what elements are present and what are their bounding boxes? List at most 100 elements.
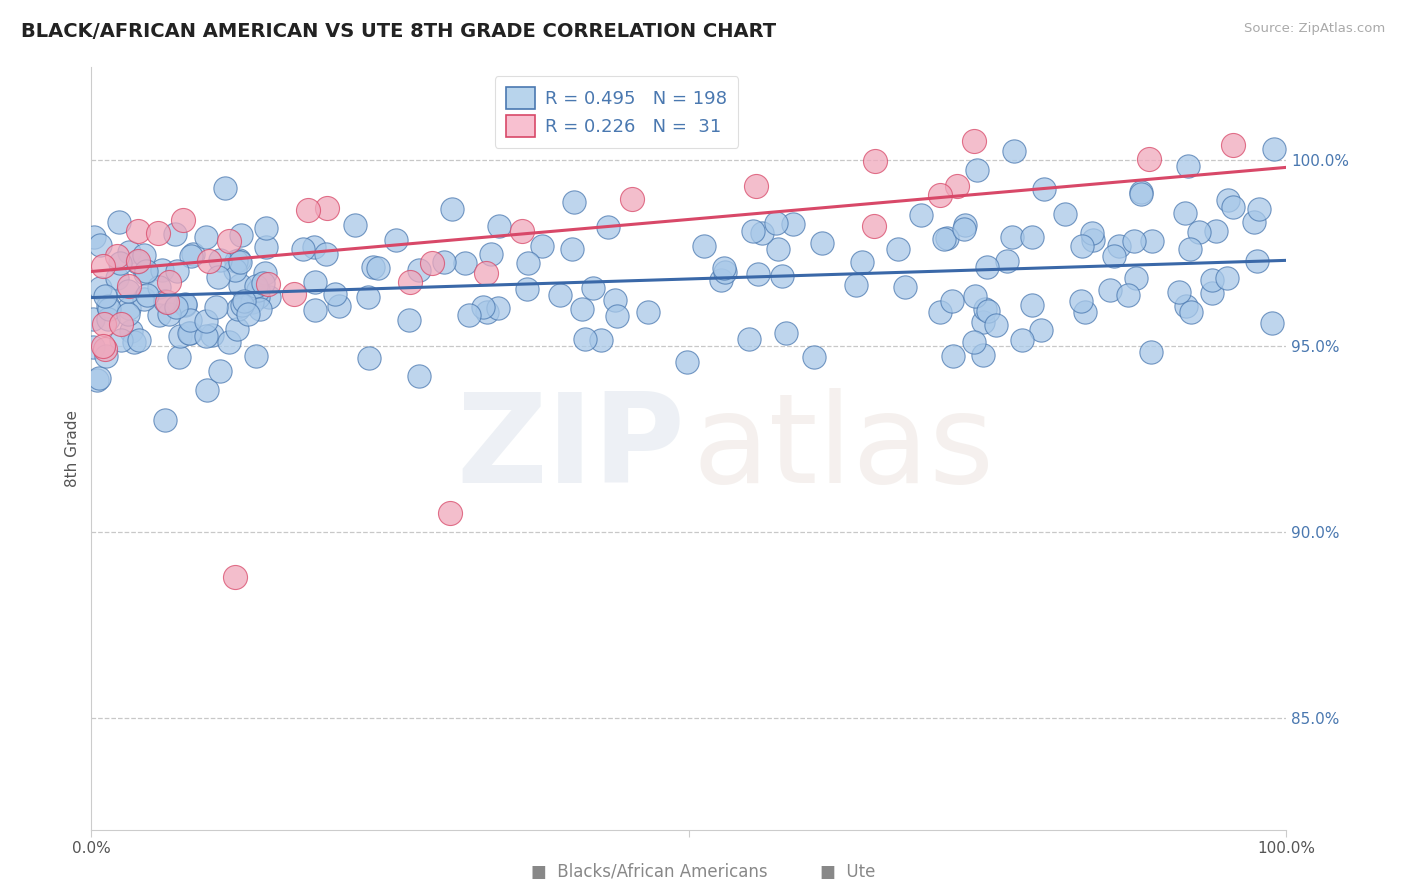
- Point: [163, 227, 186, 241]
- Point: [1029, 323, 1052, 337]
- Point: [1081, 234, 1104, 248]
- Point: [1187, 225, 1209, 239]
- Point: [242, 294, 264, 309]
- Point: [87, 371, 110, 385]
- Point: [246, 289, 269, 303]
- Point: [475, 267, 498, 281]
- Point: [621, 192, 644, 206]
- Point: [1032, 182, 1054, 196]
- Point: [1243, 215, 1265, 229]
- Point: [297, 202, 319, 217]
- Point: [408, 368, 430, 383]
- Point: [204, 301, 226, 315]
- Point: [582, 281, 605, 295]
- Point: [180, 249, 202, 263]
- Point: [972, 348, 994, 362]
- Point: [93, 339, 114, 353]
- Point: [1011, 333, 1033, 347]
- Point: [256, 277, 278, 292]
- Point: [737, 332, 759, 346]
- Point: [195, 314, 218, 328]
- Point: [323, 287, 346, 301]
- Point: [82, 312, 104, 326]
- Point: [571, 301, 593, 316]
- Point: [1263, 142, 1285, 156]
- Point: [751, 227, 773, 241]
- Point: [1167, 285, 1189, 299]
- Point: [458, 308, 481, 322]
- Point: [252, 277, 274, 291]
- Point: [1002, 145, 1025, 159]
- Point: [110, 317, 132, 331]
- Point: [343, 219, 366, 233]
- Point: [1222, 201, 1244, 215]
- Point: [179, 313, 201, 327]
- Point: [894, 280, 917, 294]
- Point: [166, 264, 188, 278]
- Text: ■  Blacks/African Americans          ■  Ute: ■ Blacks/African Americans ■ Ute: [531, 863, 875, 881]
- Point: [548, 287, 571, 301]
- Text: ZIP: ZIP: [457, 388, 685, 508]
- Point: [488, 219, 510, 234]
- Point: [97, 299, 120, 313]
- Point: [246, 284, 269, 298]
- Point: [713, 261, 735, 276]
- Point: [125, 255, 148, 269]
- Point: [357, 351, 380, 365]
- Point: [245, 349, 267, 363]
- Point: [89, 281, 111, 295]
- Point: [475, 305, 498, 319]
- Point: [167, 350, 190, 364]
- Point: [93, 317, 115, 331]
- Point: [637, 305, 659, 319]
- Point: [782, 217, 804, 231]
- Point: [148, 308, 170, 322]
- Point: [195, 384, 218, 398]
- Point: [83, 229, 105, 244]
- Point: [153, 293, 176, 308]
- Point: [977, 304, 1000, 318]
- Point: [929, 305, 952, 319]
- Point: [766, 242, 789, 256]
- Point: [574, 333, 596, 347]
- Point: [598, 219, 620, 234]
- Point: [1201, 273, 1223, 287]
- Point: [399, 275, 422, 289]
- Point: [157, 275, 180, 289]
- Point: [132, 292, 155, 306]
- Point: [238, 307, 260, 321]
- Point: [1001, 229, 1024, 244]
- Point: [1205, 224, 1227, 238]
- Point: [1140, 234, 1163, 248]
- Point: [384, 233, 406, 247]
- Point: [82, 340, 104, 354]
- Point: [225, 254, 247, 268]
- Point: [811, 235, 834, 250]
- Point: [1129, 185, 1152, 199]
- Point: [214, 180, 236, 194]
- Point: [218, 234, 240, 248]
- Point: [976, 260, 998, 274]
- Point: [302, 240, 325, 254]
- Point: [254, 220, 277, 235]
- Point: [304, 275, 326, 289]
- Y-axis label: 8th Grade: 8th Grade: [65, 409, 80, 487]
- Point: [929, 188, 952, 202]
- Point: [941, 293, 963, 308]
- Point: [1021, 298, 1043, 312]
- Point: [127, 253, 149, 268]
- Point: [1130, 187, 1153, 202]
- Point: [132, 248, 155, 262]
- Point: [1123, 234, 1146, 248]
- Point: [1261, 316, 1284, 330]
- Point: [398, 313, 420, 327]
- Point: [174, 297, 197, 311]
- Point: [1246, 253, 1268, 268]
- Point: [105, 271, 128, 285]
- Point: [516, 255, 538, 269]
- Point: [208, 253, 231, 268]
- Point: [603, 293, 626, 307]
- Point: [315, 247, 337, 261]
- Point: [228, 252, 250, 267]
- Point: [747, 267, 769, 281]
